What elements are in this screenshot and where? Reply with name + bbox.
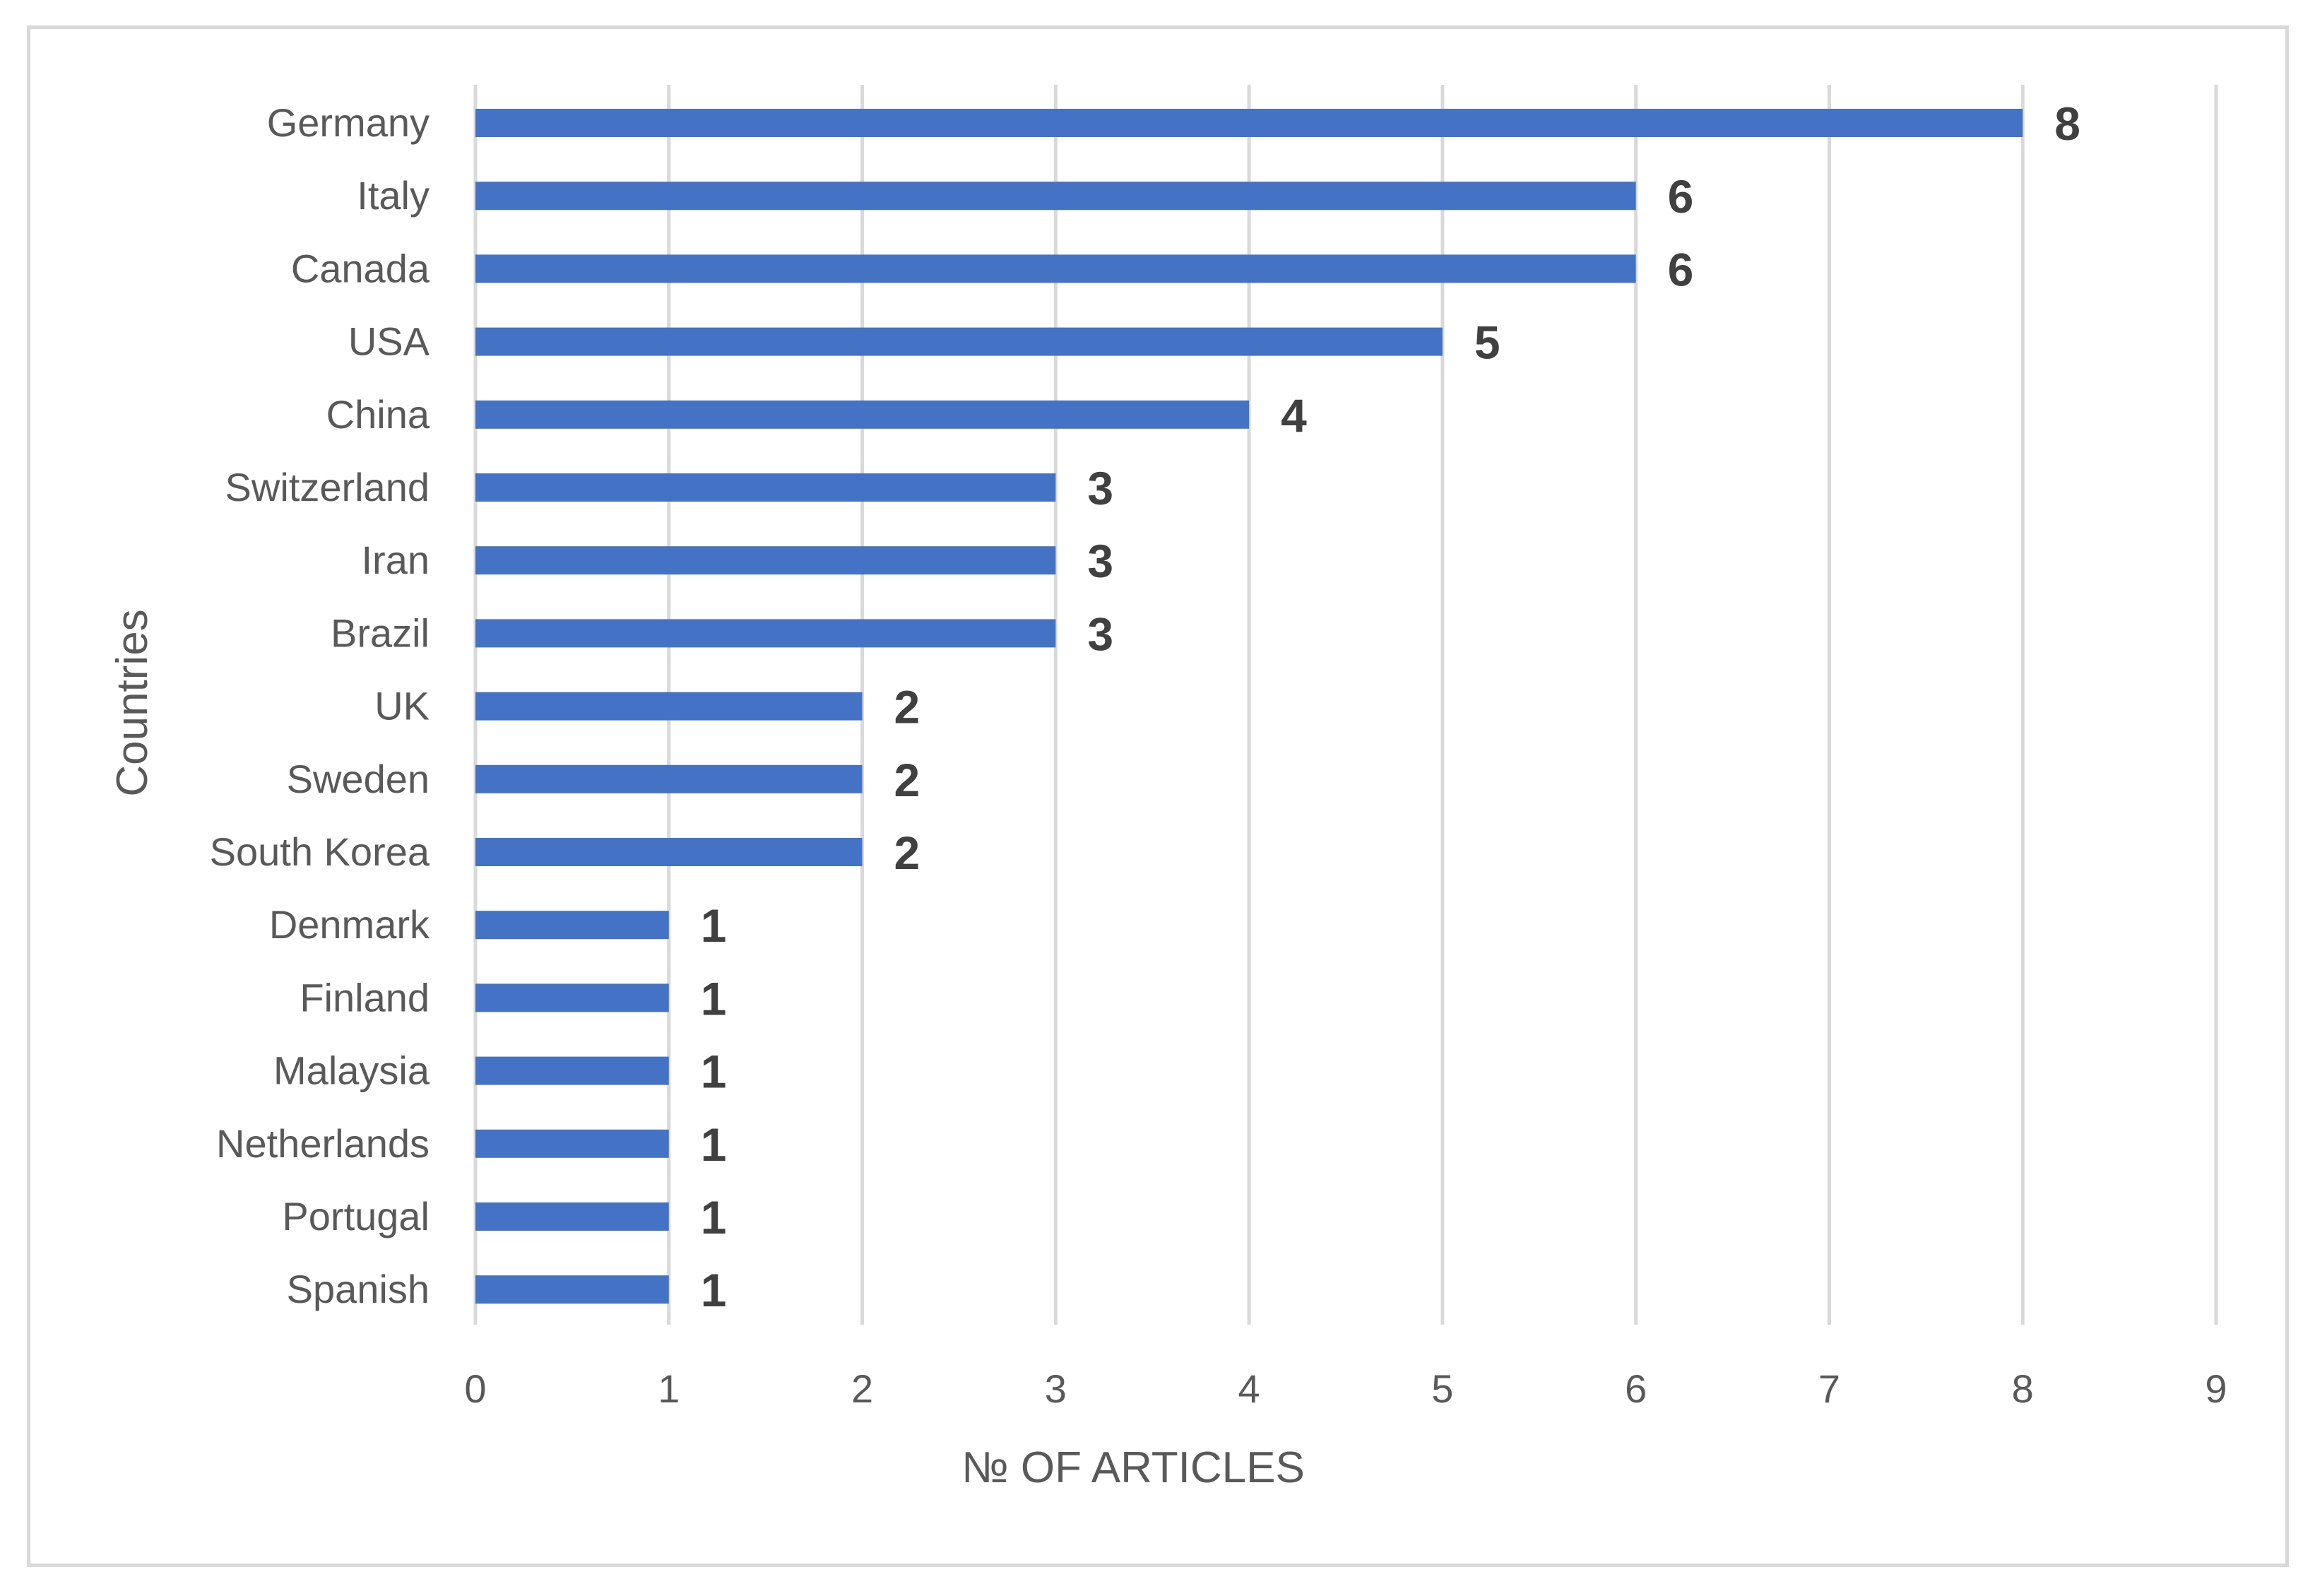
data-label: 8 <box>2054 97 2080 150</box>
bar <box>475 838 863 866</box>
bar <box>475 983 669 1012</box>
category-labels: Germany Italy Canada USA China Switzerland Ira… <box>210 100 430 1311</box>
category-label: Portugal <box>282 1194 430 1239</box>
x-axis-title: № OF ARTICLES <box>961 1443 1305 1492</box>
x-tick-label: 8 <box>2012 1366 2034 1411</box>
data-label: 2 <box>894 754 920 806</box>
data-label: 3 <box>1087 608 1113 660</box>
bars <box>475 109 2023 1304</box>
x-tick-label: 0 <box>464 1366 486 1411</box>
category-label: Germany <box>267 100 430 145</box>
category-label: Sweden <box>287 757 430 801</box>
category-label: USA <box>348 319 430 364</box>
bar <box>475 109 2023 137</box>
data-label: 1 <box>701 1046 727 1098</box>
data-label: 5 <box>1474 317 1500 369</box>
data-labels: 8 6 6 5 4 3 3 3 2 2 2 1 1 1 1 1 1 <box>701 97 2080 1316</box>
data-label: 6 <box>1668 243 1694 295</box>
x-tick-label: 5 <box>1431 1366 1453 1411</box>
bar <box>475 764 863 793</box>
x-tick-labels: 0 1 2 3 4 5 6 7 8 9 <box>464 1366 2227 1411</box>
category-label: Switzerland <box>225 465 430 509</box>
category-label: UK <box>374 684 430 728</box>
category-label: Brazil <box>331 610 430 655</box>
data-label: 4 <box>1281 389 1307 442</box>
data-label: 2 <box>894 827 920 879</box>
category-label: Netherlands <box>216 1121 430 1166</box>
bar <box>475 327 1443 356</box>
x-tick-label: 3 <box>1045 1366 1067 1411</box>
data-label: 1 <box>701 1118 727 1171</box>
bar <box>475 254 1636 283</box>
category-label: South Korea <box>210 829 430 874</box>
bar <box>475 546 1056 575</box>
category-label: Spanish <box>287 1267 430 1311</box>
bar <box>475 473 1056 502</box>
category-label: Canada <box>291 246 430 290</box>
category-label: Italy <box>357 173 430 218</box>
category-label: Denmark <box>269 902 430 947</box>
bar <box>475 911 669 940</box>
x-tick-label: 1 <box>658 1366 680 1411</box>
bar <box>475 1056 669 1085</box>
bar <box>475 1202 669 1231</box>
category-label: Finland <box>300 975 430 1019</box>
data-label: 1 <box>701 899 727 952</box>
category-label: Iran <box>362 538 430 582</box>
x-tick-label: 4 <box>1238 1366 1260 1411</box>
x-tick-label: 2 <box>851 1366 873 1411</box>
x-tick-label: 6 <box>1625 1366 1647 1411</box>
bar <box>475 1275 669 1304</box>
bar <box>475 619 1056 648</box>
bar <box>475 182 1636 211</box>
x-tick-label: 9 <box>2205 1366 2227 1411</box>
category-label: Malaysia <box>273 1048 430 1093</box>
gridlines <box>473 85 2218 1325</box>
bar <box>475 1129 669 1158</box>
bar <box>475 400 1250 429</box>
data-label: 6 <box>1668 170 1694 223</box>
data-label: 3 <box>1087 462 1113 514</box>
y-axis-title: Countries <box>108 609 157 796</box>
data-label: 1 <box>701 1264 727 1316</box>
bar <box>475 692 863 721</box>
data-label: 2 <box>894 681 920 733</box>
category-label: China <box>326 392 430 437</box>
x-tick-label: 7 <box>1818 1366 1840 1411</box>
data-label: 3 <box>1087 535 1113 587</box>
data-label: 1 <box>701 1191 727 1243</box>
data-label: 1 <box>701 972 727 1024</box>
